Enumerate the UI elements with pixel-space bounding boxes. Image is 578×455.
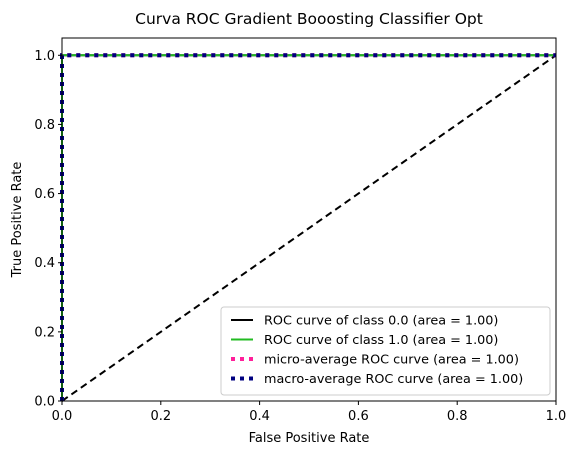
y-axis-label: True Positive Rate — [10, 162, 25, 279]
y-tick-label: 0.8 — [34, 118, 55, 133]
legend: ROC curve of class 0.0 (area = 1.00) ROC … — [220, 306, 551, 396]
legend-label-2: micro-average ROC curve (area = 1.00) — [264, 353, 519, 368]
y-tick-label: 1.0 — [34, 49, 55, 64]
y-tick-label: 0.6 — [34, 187, 55, 202]
legend-label-3: macro-average ROC curve (area = 1.00) — [264, 372, 523, 387]
reference-diagonal-line — [61, 54, 557, 402]
x-tick-label: 1.0 — [546, 409, 567, 424]
x-tick-label: 0.6 — [348, 409, 369, 424]
x-tick-label: 0.0 — [52, 409, 73, 424]
x-axis-label: False Positive Rate — [249, 431, 370, 446]
plot-frame — [61, 37, 557, 402]
legend-label-0: ROC curve of class 0.0 (area = 1.00) — [264, 314, 498, 329]
legend-box — [220, 306, 551, 396]
x-tick-label: 0.4 — [249, 409, 270, 424]
x-tick-label: 0.2 — [150, 409, 171, 424]
x-tick-label: 0.8 — [447, 409, 468, 424]
x-axis: 0.0 0.2 0.4 0.6 0.8 1.0 — [52, 401, 567, 424]
y-tick-label: 0.2 — [34, 325, 55, 340]
chart-title: Curva ROC Gradient Booosting Classifier … — [135, 10, 483, 28]
y-tick-label: 0.4 — [34, 256, 55, 271]
legend-label-1: ROC curve of class 1.0 (area = 1.00) — [264, 333, 498, 348]
y-tick-label: 0.0 — [34, 395, 55, 410]
y-axis: 0.0 0.2 0.4 0.6 0.8 1.0 — [34, 49, 62, 410]
